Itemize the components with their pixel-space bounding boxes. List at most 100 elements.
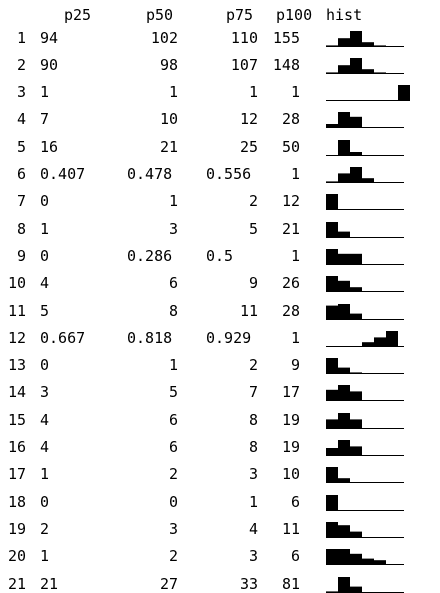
hist-bar <box>326 72 338 74</box>
hist-bar <box>326 549 338 566</box>
hist-bar <box>362 591 374 593</box>
hist-sparkline <box>326 112 404 129</box>
hist-bar <box>326 419 338 429</box>
cell-p50: 98 <box>159 55 178 74</box>
hist-bar <box>350 509 362 511</box>
cell-p50: 6 <box>168 410 178 429</box>
cell-p75: 3 <box>248 465 258 484</box>
hist-bar <box>350 419 362 429</box>
row-index: 21 <box>7 574 26 593</box>
hist-bar <box>362 318 374 320</box>
hist-bar <box>350 586 362 593</box>
hist-bar <box>326 467 338 484</box>
hist-bar <box>338 253 350 265</box>
hist-bar <box>326 276 338 293</box>
hist-bar <box>362 178 374 183</box>
hist-bar <box>326 248 338 265</box>
row-index: 11 <box>7 301 26 320</box>
cell-p75: 2 <box>248 356 258 375</box>
hist-bar <box>326 448 338 456</box>
hist-bar <box>350 531 362 538</box>
cell-p50: 0.818 <box>127 328 173 347</box>
hist-bar <box>350 391 362 402</box>
cell-p100: 1 <box>290 165 300 183</box>
hist-bar <box>350 345 362 347</box>
cell-p75: 8 <box>248 438 258 456</box>
hist-bar <box>374 337 386 347</box>
row-index: 12 <box>7 328 26 347</box>
hist-bar <box>350 57 362 74</box>
cell-p25: 7 <box>40 110 50 129</box>
hist-bar <box>338 367 350 375</box>
hist-bar <box>362 455 374 456</box>
row-index: 17 <box>7 465 26 484</box>
row-index: 4 <box>16 110 26 129</box>
cell-p100: 21 <box>281 219 300 238</box>
hist-sparkline <box>326 57 404 74</box>
cell-p75: 8 <box>248 410 258 429</box>
hist-bar <box>350 313 362 320</box>
hist-bar <box>326 124 338 129</box>
cell-p25: 5 <box>40 301 50 320</box>
cell-p50: 0 <box>168 492 178 511</box>
header-p25: p25 <box>64 6 92 24</box>
hist-bar <box>386 330 398 347</box>
hist-sparkline <box>326 576 404 593</box>
hist-bar <box>338 112 350 129</box>
hist-sparkline <box>326 358 404 375</box>
row-index: 9 <box>16 246 26 265</box>
cell-p50: 2 <box>168 465 178 484</box>
hist-bar <box>374 560 386 566</box>
cell-p50: 0.478 <box>127 165 173 183</box>
cell-p25: 0 <box>40 246 50 265</box>
hist-bar <box>326 590 338 593</box>
hist-bar <box>374 44 386 47</box>
cell-p100: 1 <box>290 83 300 102</box>
cell-p50: 10 <box>159 110 178 129</box>
hist-sparkline <box>326 385 404 402</box>
cell-p50: 27 <box>159 574 178 593</box>
cell-p25: 21 <box>40 574 59 593</box>
row-index: 3 <box>16 83 26 102</box>
hist-bar <box>326 521 338 538</box>
hist-bar <box>338 173 350 183</box>
cell-p75: 11 <box>239 301 258 320</box>
hist-bar <box>326 390 338 402</box>
cell-p25: 4 <box>40 410 50 429</box>
cell-p25: 90 <box>40 55 59 74</box>
hist-bar <box>362 427 374 429</box>
row-index: 5 <box>16 137 26 156</box>
cell-p50: 1 <box>168 356 178 375</box>
cell-p100: 9 <box>290 356 300 375</box>
hist-bar <box>338 478 350 484</box>
row-index: 10 <box>7 274 26 293</box>
hist-bar <box>350 167 362 183</box>
hist-bar <box>338 576 350 593</box>
row-index: 20 <box>7 547 26 566</box>
cell-p50: 3 <box>168 519 178 538</box>
cell-p50: 2 <box>168 547 178 566</box>
hist-bar <box>338 139 350 156</box>
cell-p75: 107 <box>230 55 258 74</box>
hist-bar <box>326 221 338 238</box>
hist-sparkline <box>326 139 404 156</box>
cell-p75: 1 <box>248 492 258 511</box>
hist-sparkline <box>326 30 404 47</box>
hist-bar <box>338 509 350 511</box>
hist-bar <box>350 446 362 456</box>
cell-p100: 26 <box>281 274 300 293</box>
hist-bar <box>362 536 374 538</box>
hist-sparkline <box>326 521 404 538</box>
row-index: 16 <box>7 438 26 456</box>
hist-bar <box>338 303 350 320</box>
cell-p100: 6 <box>290 492 300 511</box>
hist-bar <box>362 373 374 375</box>
hist-bar <box>350 30 362 47</box>
header-hist: hist <box>326 6 363 24</box>
hist-bar <box>350 553 362 566</box>
cell-p25: 16 <box>40 137 59 156</box>
cell-p25: 1 <box>40 547 50 566</box>
cell-p100: 19 <box>281 410 300 429</box>
hist-bar <box>362 154 374 156</box>
cell-p25: 4 <box>40 438 50 456</box>
